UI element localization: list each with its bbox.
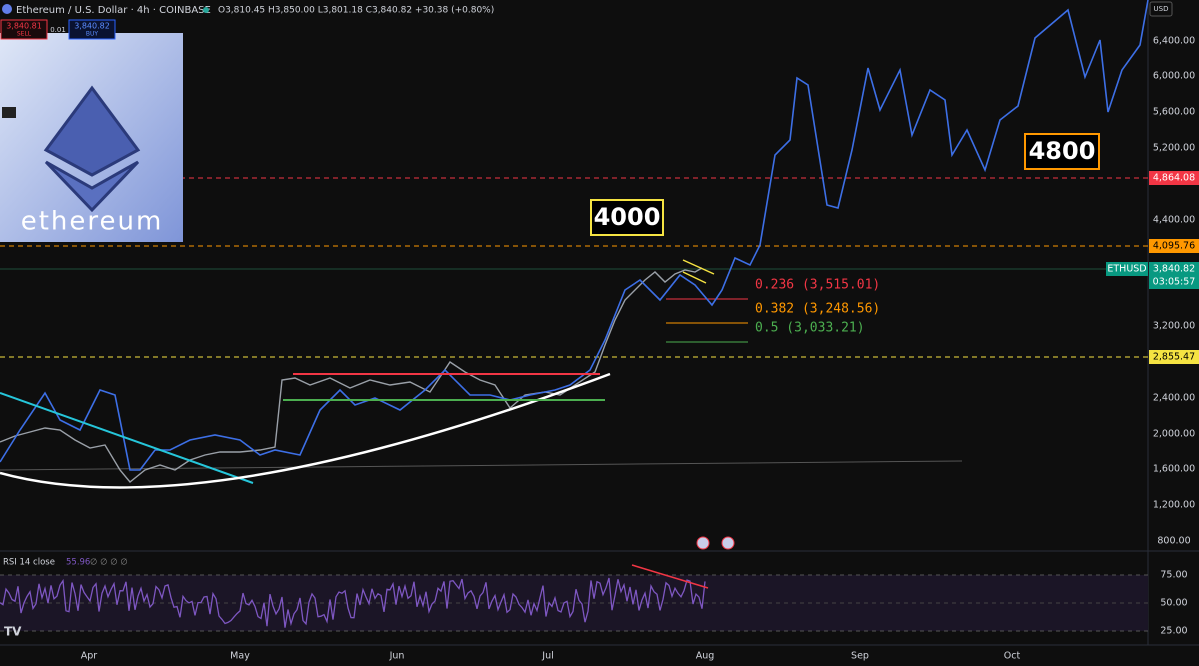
cup-curve — [0, 372, 611, 489]
buy-price: 3,840.82 — [74, 22, 110, 31]
logo-diamond — [43, 85, 141, 177]
tv-logo: TV — [4, 625, 22, 639]
fib-label: 0.5 (3,033.21) — [755, 321, 865, 336]
trend-line — [0, 460, 963, 471]
sell-button[interactable] — [0, 19, 48, 40]
price-series — [0, 267, 703, 483]
market-status — [203, 7, 209, 13]
buy-label: BUY — [86, 31, 99, 38]
ohlc: O3,810.45 H3,850.00 L3,801.18 C3,840.82 … — [218, 6, 494, 16]
fib-label: 0.382 (3,248.56) — [755, 302, 880, 317]
symbol-tag-label: ETHUSD — [1107, 264, 1146, 275]
divergence-line — [631, 564, 709, 589]
time-axis-label: Aug — [696, 651, 715, 662]
price-axis-label: 6,000.00 — [1153, 71, 1195, 82]
price-tag — [1149, 239, 1199, 253]
price-axis-label: 5,200.00 — [1153, 143, 1195, 154]
spread: 0.01 — [50, 26, 66, 34]
buy-button[interactable] — [68, 19, 116, 40]
symbol-tag — [1106, 262, 1148, 276]
sell-label: SELL — [17, 31, 32, 38]
logo-diamond — [44, 160, 140, 213]
time-axis-label: May — [230, 651, 250, 662]
price-tag-label: 4,864.08 — [1153, 173, 1195, 184]
annotation-box — [1024, 133, 1100, 170]
time-axis-label: Sep — [851, 651, 869, 662]
price-axis-label: 2,400.00 — [1153, 393, 1195, 404]
rsi-axis-label: 25.00 — [1160, 626, 1187, 637]
symbol-icon — [2, 4, 12, 14]
flag-line — [682, 259, 715, 275]
price-tag-label: 4,095.76 — [1153, 241, 1195, 252]
fib-label: 0.236 (3,515.01) — [755, 278, 880, 293]
price-tag — [1149, 262, 1199, 289]
price-tag-label: 2,855.47 — [1153, 352, 1195, 363]
sell-price: 3,840.81 — [6, 22, 42, 31]
currency-button[interactable] — [1149, 1, 1173, 17]
last-price: 3,840.82 — [1153, 264, 1195, 275]
time-axis-label: Jul — [541, 651, 553, 662]
time-axis-label: Jun — [389, 651, 405, 662]
countdown: 03:05:57 — [1153, 277, 1196, 288]
price-tag — [1149, 171, 1199, 185]
price-axis-label: 2,000.00 — [1153, 429, 1195, 440]
price-axis-label: 4,400.00 — [1153, 215, 1195, 226]
rsi-line — [0, 577, 706, 628]
rsi-title: RSI 14 close — [3, 558, 55, 568]
projection-line — [0, 0, 1149, 471]
price-axis-label: 1,600.00 — [1153, 464, 1195, 475]
flag-line — [682, 271, 707, 284]
rsi-axis-label: 75.00 — [1160, 570, 1187, 581]
price-axis-label: 5,600.00 — [1153, 107, 1195, 118]
rsi-axis-label: 50.00 — [1160, 598, 1187, 609]
price-tag — [1149, 350, 1199, 364]
annotation-box — [590, 199, 664, 236]
symbol-title: Ethereum / U.S. Dollar · 4h · COINBASE — [16, 5, 211, 16]
price-axis-label: 3,200.00 — [1153, 321, 1195, 332]
annotation: 4000 — [594, 203, 661, 231]
annotation: 4800 — [1029, 137, 1096, 165]
event-icon[interactable] — [696, 536, 710, 550]
time-axis-label: Apr — [81, 651, 98, 662]
event-icon[interactable] — [721, 536, 735, 550]
price-axis-label: 1,200.00 — [1153, 500, 1195, 511]
time-axis-label: Oct — [1004, 651, 1021, 662]
collapse-button[interactable] — [2, 107, 16, 118]
rsi-value: 55.96 — [66, 558, 90, 568]
logo-text: ethereum — [21, 207, 164, 237]
price-axis-label: 6,400.00 — [1153, 36, 1195, 47]
rsi-extra: ∅ ∅ ∅ ∅ — [90, 558, 128, 568]
downtrend-line — [0, 392, 254, 484]
currency: USD — [1154, 5, 1169, 13]
price-axis-label: 800.00 — [1157, 536, 1190, 547]
